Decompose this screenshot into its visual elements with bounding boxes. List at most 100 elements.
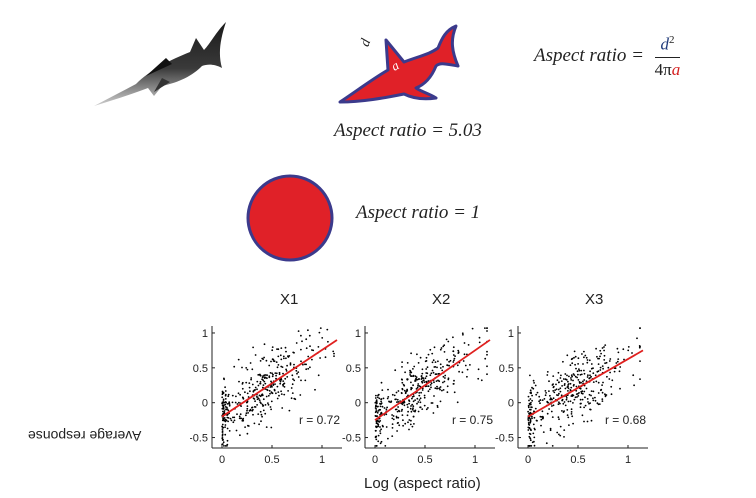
scatter-point <box>554 389 556 391</box>
scatter-point <box>442 375 445 378</box>
scatter-point <box>577 395 580 397</box>
scatter-point <box>406 403 409 406</box>
scatter-point <box>221 439 224 441</box>
scatter-point <box>531 415 533 418</box>
scatter-point <box>236 403 239 405</box>
scatter-point <box>242 397 245 400</box>
scatter-point <box>590 363 593 365</box>
scatter-point <box>529 374 531 377</box>
scatter-point <box>594 374 597 377</box>
scatter-point <box>224 403 227 406</box>
scatter-point <box>611 379 614 382</box>
plot-title-x1: X1 <box>280 291 299 308</box>
scatter-point <box>250 378 252 381</box>
scatter-point <box>573 383 575 386</box>
scatter-point <box>408 399 410 402</box>
scatter-point <box>307 367 310 370</box>
scatter-point <box>415 388 418 390</box>
scatter-point <box>570 411 573 413</box>
scatter-point <box>397 416 400 419</box>
scatter-point <box>261 376 264 379</box>
marlin-image <box>94 22 226 106</box>
scatter-point <box>604 362 606 365</box>
scatter-point <box>221 396 224 399</box>
scatter-point <box>565 398 568 401</box>
scatter-point <box>452 350 455 353</box>
scatter-point <box>454 355 456 357</box>
scatter-point <box>462 333 464 336</box>
scatter-point <box>375 438 378 441</box>
scatter-point <box>569 382 572 385</box>
scatter-point <box>291 392 294 394</box>
scatter-point <box>375 425 377 428</box>
scatter-point <box>411 425 414 428</box>
scatter-point <box>317 374 320 377</box>
scatter-point <box>385 426 388 428</box>
scatter-point <box>558 418 560 421</box>
scatter-point <box>561 410 563 412</box>
scatter-point <box>391 393 394 396</box>
scatter-point <box>274 383 276 385</box>
scatter-point <box>411 396 414 398</box>
scatter-point <box>268 375 271 377</box>
scatter-point <box>299 394 302 396</box>
scatter-point <box>402 424 404 427</box>
scatter-point <box>595 380 598 383</box>
scatter-point <box>257 413 260 415</box>
scatter-point <box>443 344 446 347</box>
scatter-point <box>264 412 267 415</box>
scatter-point <box>246 401 249 403</box>
scatter-point <box>445 338 448 341</box>
scatter-point <box>410 419 412 422</box>
scatter-point <box>227 420 229 423</box>
scatter-point <box>617 358 620 360</box>
scatter-point <box>228 403 231 405</box>
scatter-point <box>539 399 542 401</box>
scatter-point <box>595 347 597 350</box>
scatter-point <box>273 389 276 392</box>
scatter-point <box>552 375 555 377</box>
scatter-point <box>279 354 282 357</box>
scatter-point <box>269 406 272 408</box>
scatter-point <box>293 363 295 366</box>
scatter-point <box>249 409 252 412</box>
scatter-point <box>391 417 394 420</box>
scatter-point <box>401 414 404 416</box>
scatter-point <box>376 405 379 408</box>
scatter-point <box>571 357 574 360</box>
scatter-point <box>623 358 625 361</box>
scatter-point <box>551 384 554 386</box>
scatter-point <box>639 327 641 329</box>
scatter-point <box>603 359 606 361</box>
scatter-point <box>438 380 441 383</box>
scatter-point <box>274 372 277 374</box>
scatter-point <box>264 374 267 376</box>
scatter-point <box>528 399 530 402</box>
scatter-point <box>410 352 412 355</box>
x-tick-label: 0.5 <box>264 454 279 466</box>
scatter-point <box>262 409 265 412</box>
scatter-point <box>590 394 592 397</box>
scatter-point <box>555 388 558 391</box>
scatter-point <box>282 355 285 358</box>
scatter-point <box>280 365 283 368</box>
scatter-point <box>245 414 247 417</box>
scatter-point <box>462 360 465 362</box>
scatter-point <box>448 364 450 367</box>
scatter-point <box>222 412 225 415</box>
scatter-point <box>277 348 280 351</box>
scatter-point <box>271 346 274 348</box>
scatter-point <box>317 346 320 348</box>
scatter-point <box>528 435 531 438</box>
scatter-point <box>379 426 381 428</box>
scatter-point <box>260 420 262 423</box>
scatter-point <box>456 364 459 367</box>
scatter-point <box>301 340 303 343</box>
scatter-point <box>562 378 565 380</box>
scatter-point <box>536 419 538 422</box>
scatter-point <box>583 356 585 359</box>
scatter-point <box>282 380 285 382</box>
scatter-point <box>263 356 265 359</box>
scatter-point <box>552 397 555 400</box>
scatter-point <box>392 418 395 421</box>
